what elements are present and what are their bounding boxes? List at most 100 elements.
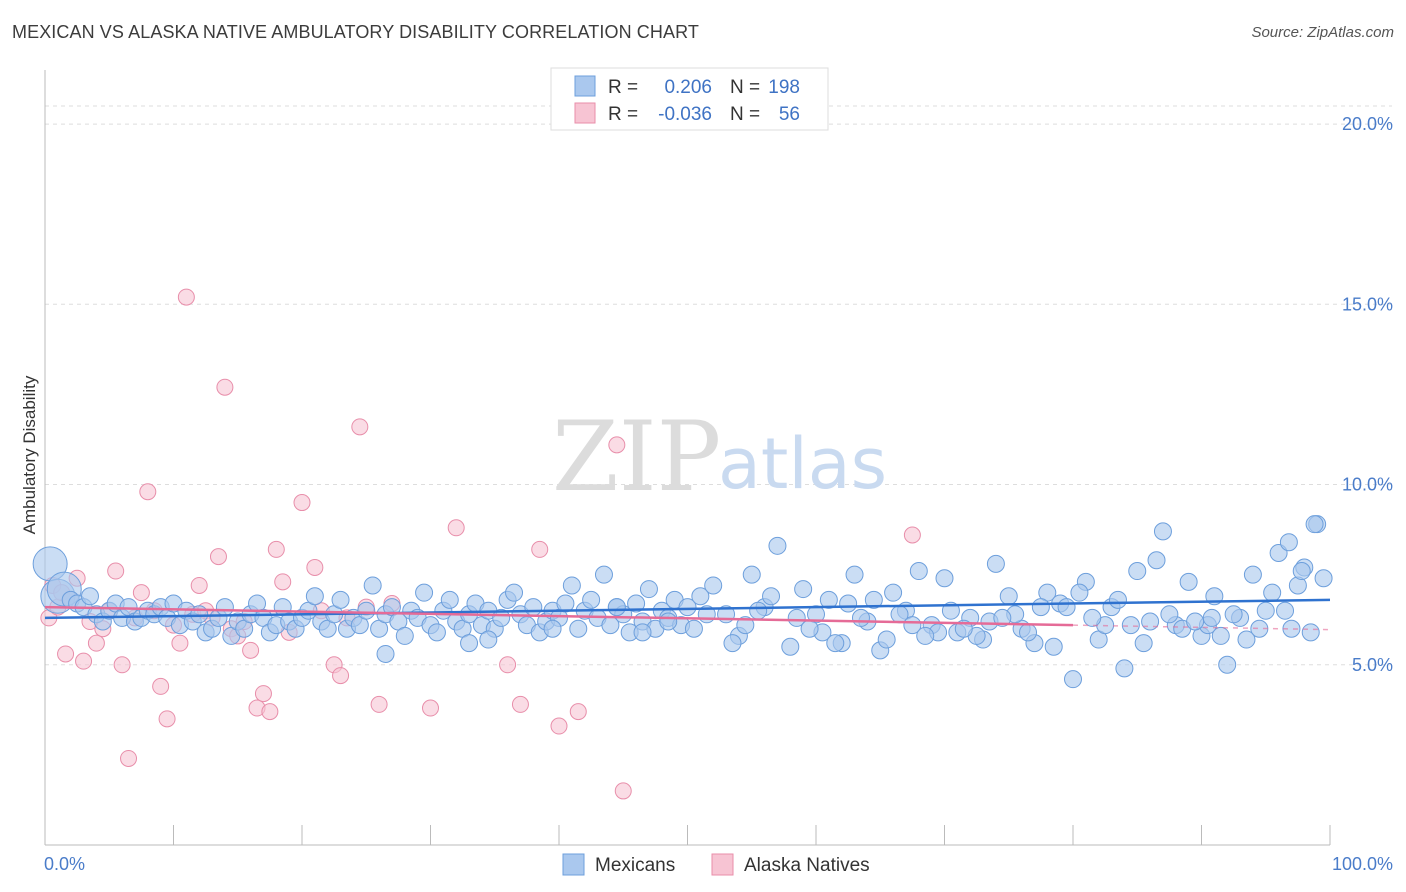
mexicans-point-135 xyxy=(1141,612,1160,631)
y-tick-label-1: 10.0% xyxy=(1342,475,1393,495)
mexicans-point-204 xyxy=(1083,608,1102,627)
legend-swatch-alaska-natives xyxy=(574,102,596,124)
alaska-natives-point-14 xyxy=(120,749,138,767)
mexicans-point-117 xyxy=(909,562,928,581)
legend-box xyxy=(550,67,829,131)
legend-r-label-alaska-natives: R = xyxy=(608,104,638,125)
mexicans-point-50 xyxy=(363,576,382,595)
mexicans-points xyxy=(32,515,1333,689)
watermark: ZIP atlas xyxy=(552,401,887,513)
mexicans-point-107 xyxy=(781,637,800,656)
mexicans-point-27 xyxy=(215,598,234,617)
mexicans-point-172 xyxy=(864,590,883,609)
mexicans-point-144 xyxy=(1256,601,1275,620)
legend-swatch-mexicans xyxy=(574,75,596,97)
bottom-legend-swatch-alaska-natives xyxy=(711,853,734,876)
alaska-natives-point-50 xyxy=(422,699,439,717)
mexicans-point-206 xyxy=(1160,605,1179,624)
mexicans-point-186 xyxy=(1305,515,1324,534)
mexicans-point-199 xyxy=(877,630,896,649)
alaska-natives-point-46 xyxy=(351,418,369,436)
mexicans-point-194 xyxy=(736,616,755,635)
alaska-natives-point-25 xyxy=(190,576,208,594)
mexicans-point-143 xyxy=(1243,565,1262,584)
mexicans-point-138 xyxy=(1179,572,1198,591)
mexicans-point-136 xyxy=(1153,522,1172,541)
mexicans-point-134 xyxy=(1128,562,1147,581)
mexicans-point-124 xyxy=(999,587,1018,606)
mexicans-point-149 xyxy=(1314,569,1333,588)
mexicans-point-70 xyxy=(492,608,511,627)
mexicans-point-108 xyxy=(794,580,813,599)
mexicans-point-176 xyxy=(1019,623,1038,642)
mexicans-point-173 xyxy=(903,616,922,635)
mexicans-point-177 xyxy=(1057,598,1076,617)
watermark-atlas: atlas xyxy=(718,423,887,505)
alaska-natives-point-12 xyxy=(107,562,125,580)
mexicans-point-49 xyxy=(357,601,376,620)
trend-lines xyxy=(44,598,1331,631)
mexicans-point-150 xyxy=(460,634,479,653)
alaska-natives-point-58 xyxy=(569,703,587,721)
bottom-legend-alaska-natives: Alaska Natives xyxy=(744,855,870,876)
mexicans-point-195 xyxy=(762,587,781,606)
mexicans-point-192 xyxy=(659,612,678,631)
mexicans-point-166 xyxy=(1263,583,1282,602)
legend-r-label-mexicans: R = xyxy=(608,77,638,98)
axes xyxy=(44,70,1331,846)
mexicans-trend-line xyxy=(44,598,1331,620)
mexicans-point-60 xyxy=(427,623,446,642)
mexicans-point-62 xyxy=(440,590,459,609)
bottom-legend-swatch-mexicans xyxy=(562,853,585,876)
mexicans-point-205 xyxy=(1121,616,1140,635)
bottom-legend: Mexicans Alaska Natives xyxy=(562,853,870,876)
mexicans-point-197 xyxy=(826,634,845,653)
alaska-natives-point-51 xyxy=(447,519,465,537)
mexicans-point-207 xyxy=(1202,608,1221,627)
alaska-natives-point-40 xyxy=(293,494,311,512)
mexicans-point-91 xyxy=(627,594,646,613)
mexicans-point-190 xyxy=(607,598,626,617)
alaska-natives-point-36 xyxy=(261,703,279,721)
y-tick-label-2: 15.0% xyxy=(1342,294,1393,314)
y-tick-label-0: 5.0% xyxy=(1352,655,1393,675)
alaska-natives-point-7 xyxy=(75,652,93,670)
mexicans-point-160 xyxy=(1070,583,1089,602)
alaska-natives-point-37 xyxy=(267,540,285,558)
mexicans-point-133 xyxy=(1115,659,1134,678)
alaska-natives-point-28 xyxy=(209,548,227,566)
y-axis-label: Ambulatory Disability xyxy=(20,375,39,534)
mexicans-point-146 xyxy=(1282,619,1301,638)
alaska-natives-point-13 xyxy=(113,656,131,674)
mexicans-point-198 xyxy=(851,608,870,627)
alaska-natives-point-57 xyxy=(550,717,568,735)
mexicans-point-75 xyxy=(524,598,543,617)
alaska-natives-point-53 xyxy=(531,540,549,558)
alaska-natives-point-19 xyxy=(152,677,170,695)
mexicans-point-169 xyxy=(1301,623,1320,642)
alaska-natives-points xyxy=(40,288,921,800)
mexicans-point-101 xyxy=(704,576,723,595)
alaska-natives-point-17 xyxy=(139,483,157,501)
mexicans-point-72 xyxy=(505,583,524,602)
mexicans-point-82 xyxy=(569,619,588,638)
mexicans-point-188 xyxy=(479,630,498,649)
alaska-natives-point-33 xyxy=(242,641,260,659)
y-tick-labels: 5.0% 10.0% 15.0% 20.0% xyxy=(1342,114,1393,675)
mexicans-point-112 xyxy=(845,565,864,584)
alaska-natives-trend-extension xyxy=(1072,624,1331,631)
alaska-natives-point-9 xyxy=(87,634,105,652)
x-tick-labels: 0.0% 100.0% xyxy=(44,854,1393,874)
mexicans-point-80 xyxy=(556,594,575,613)
mexicans-point-187 xyxy=(376,644,395,663)
alaska-natives-point-48 xyxy=(370,695,388,713)
mexicans-point-154 xyxy=(839,594,858,613)
alaska-natives-point-22 xyxy=(171,634,189,652)
mexicans-point-185 xyxy=(1292,562,1311,581)
alaska-natives-point-44 xyxy=(332,667,350,685)
alaska-natives-point-38 xyxy=(274,573,292,591)
mexicans-point-182 xyxy=(1224,605,1243,624)
chart-title: MEXICAN VS ALASKA NATIVE AMBULATORY DISA… xyxy=(12,22,699,42)
alaska-natives-point-54 xyxy=(608,436,626,454)
mexicans-point-141 xyxy=(1218,655,1237,674)
